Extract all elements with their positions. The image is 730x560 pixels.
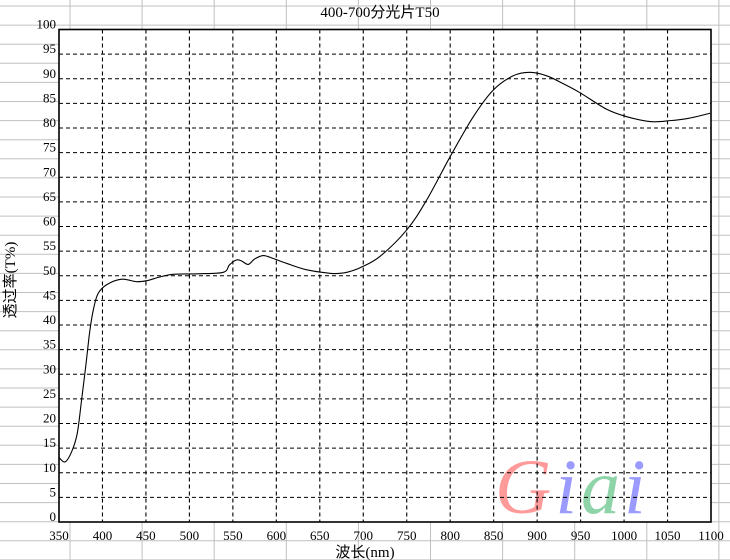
- y-tick-label: 40: [43, 312, 56, 327]
- y-tick-label: 100: [37, 17, 57, 32]
- y-axis-label: 透过率(T%): [2, 242, 19, 319]
- y-tick-label: 85: [43, 90, 56, 105]
- x-tick-label: 400: [93, 528, 113, 543]
- plot-gridlines: [59, 29, 711, 522]
- y-tick-label: 50: [43, 263, 56, 278]
- x-tick-label: 500: [180, 528, 200, 543]
- y-tick-label: 0: [50, 509, 57, 524]
- x-axis-label: 波长(nm): [335, 544, 394, 560]
- y-tick-label: 60: [43, 214, 56, 229]
- x-tick-labels: 350 400 450 500 550 600 650 700 750 800 850 900 950 1…: [49, 528, 724, 543]
- y-tick-label: 95: [43, 41, 56, 56]
- y-tick-labels: 0 5 10 15 20 25 30 35 40 45 50 55 60 65 70 75 80 85 90 95 10…: [37, 17, 57, 525]
- x-tick-label: 800: [440, 528, 460, 543]
- y-tick-label: 80: [43, 115, 56, 130]
- y-tick-label: 70: [43, 164, 56, 179]
- x-tick-label: 650: [310, 528, 330, 543]
- chart-title: 400-700分光片T50: [320, 4, 439, 21]
- y-tick-label: 75: [43, 140, 56, 155]
- watermark-letter: G: [495, 443, 551, 530]
- y-tick-label: 10: [43, 460, 56, 475]
- y-tick-label: 5: [50, 484, 57, 499]
- x-tick-label: 850: [484, 528, 504, 543]
- x-tick-label: 1050: [655, 528, 681, 543]
- y-tick-label: 30: [43, 361, 56, 376]
- y-tick-label: 65: [43, 189, 56, 204]
- giai-watermark-logo: Giai: [495, 443, 646, 530]
- transmittance-curve: [58, 71, 711, 463]
- x-tick-label: 700: [354, 528, 374, 543]
- x-tick-label: 900: [527, 528, 547, 543]
- watermark-letter: i: [624, 443, 646, 530]
- watermark-letter: i: [555, 443, 577, 530]
- plot-frame: [58, 28, 712, 523]
- x-tick-label: 450: [136, 528, 156, 543]
- x-tick-label: 600: [267, 528, 287, 543]
- y-tick-label: 45: [43, 287, 56, 302]
- watermark-text: Giai: [495, 443, 646, 530]
- x-tick-label: 350: [49, 528, 69, 543]
- y-tick-label: 25: [43, 386, 56, 401]
- y-tick-label: 15: [43, 435, 56, 450]
- x-tick-label: 950: [571, 528, 591, 543]
- y-tick-label: 35: [43, 337, 56, 352]
- x-tick-label: 1100: [698, 528, 724, 543]
- y-tick-label: 90: [43, 66, 56, 81]
- x-tick-label: 750: [397, 528, 417, 543]
- y-tick-label: 20: [43, 411, 56, 426]
- x-tick-label: 1000: [611, 528, 637, 543]
- watermark-letter: a: [581, 443, 620, 530]
- y-tick-label: 55: [43, 238, 56, 253]
- x-tick-label: 550: [223, 528, 243, 543]
